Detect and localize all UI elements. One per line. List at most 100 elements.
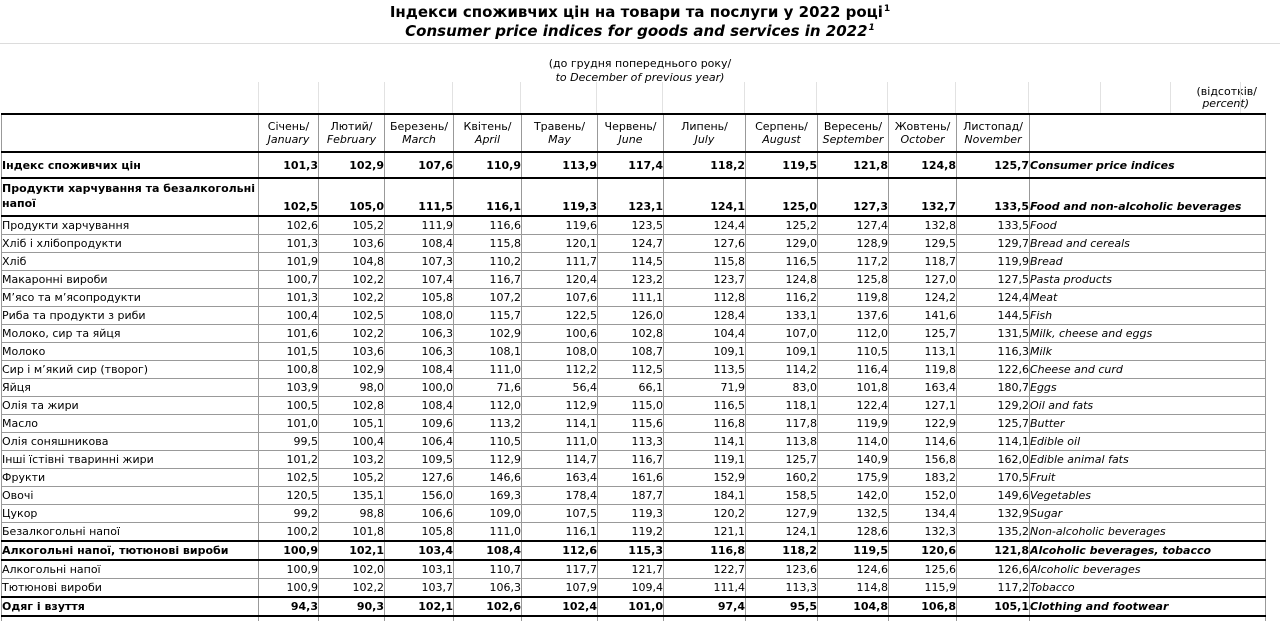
row-label-uk: М’ясо та м’ясопродукти xyxy=(1,288,259,307)
cell-value: 100,9 xyxy=(258,578,319,598)
cell-value: 100,9 xyxy=(258,559,319,579)
cell-value: 169,3 xyxy=(453,486,522,505)
cell-value: 124,2 xyxy=(888,288,957,307)
cell-value: 124,4 xyxy=(956,288,1030,307)
cell-value: 127,6 xyxy=(663,234,746,253)
cell-value: 104,8 xyxy=(318,252,385,271)
cell-value: 133,5 xyxy=(956,215,1030,235)
cell-value: 111,4 xyxy=(663,578,746,598)
cell-value: 120,1 xyxy=(521,234,598,253)
cell-value: 129,7 xyxy=(956,234,1030,253)
row-label-en: Edible animal fats xyxy=(1029,450,1266,469)
cell-value: 112,9 xyxy=(453,450,522,469)
cell-value: 121,7 xyxy=(597,559,664,579)
cell-value: 127,4 xyxy=(817,215,889,235)
cell-value: 102,6 xyxy=(258,215,319,235)
row-label-uk: Безалкогольні напої xyxy=(1,522,259,542)
cell-value: 140,9 xyxy=(817,450,889,469)
cell-value: 102,3 xyxy=(384,615,454,621)
column-header-en: October xyxy=(900,133,945,146)
cell-value: 110,7 xyxy=(453,559,522,579)
sheet-gridline xyxy=(744,82,745,113)
cell-value: 120,2 xyxy=(663,504,746,523)
table-row: Олія та жири 100,5 102,8 108,4 112,0 112,9 115… xyxy=(1,396,1266,415)
page-title-uk: Індекси споживчих цін на товари та послу… xyxy=(0,3,1280,21)
cell-value: 124,4 xyxy=(663,215,746,235)
cell-value: 119,5 xyxy=(745,151,818,179)
cell-value: 127,6 xyxy=(384,468,454,487)
cell-value: 123,7 xyxy=(663,270,746,289)
row-label-en: Bread and cereals xyxy=(1029,234,1266,253)
unit-note-en: percent) xyxy=(1202,97,1249,110)
cell-value: 83,0 xyxy=(745,378,818,397)
row-label-uk: Риба та продукти з риби xyxy=(1,306,259,325)
cell-value: 108,4 xyxy=(384,360,454,379)
cell-value: 102,6 xyxy=(453,596,522,617)
cell-value: 121,8 xyxy=(817,151,889,179)
cell-value: 133,5 xyxy=(956,177,1030,217)
cell-value: 106,8 xyxy=(888,596,957,617)
cell-value: 105,8 xyxy=(384,288,454,307)
cell-value: 132,8 xyxy=(888,215,957,235)
column-header-en: June xyxy=(618,133,643,146)
cell-value: 178,4 xyxy=(521,486,598,505)
footnote-marker: 1 xyxy=(883,4,891,14)
cell-value: 97,0 xyxy=(663,615,746,621)
table-row: Сир і м’який сир (творог) 100,8 102,9 108,4… xyxy=(1,360,1266,379)
cell-value: 114,0 xyxy=(817,432,889,451)
cell-value: 175,9 xyxy=(817,468,889,487)
row-label-uk: Яйця xyxy=(1,378,259,397)
row-label-uk: Одяг і взуття xyxy=(1,596,259,617)
cell-value: 113,8 xyxy=(745,432,818,451)
cell-value: 109,1 xyxy=(745,342,818,361)
row-label-uk: Одяг xyxy=(1,615,259,621)
sheet-gridline xyxy=(1100,82,1101,113)
row-label-uk: Молоко, сир та яйця xyxy=(1,324,259,343)
cell-value: 112,0 xyxy=(453,396,522,415)
table-row: Безалкогольні напої 100,2 101,8 105,8 111,0 1… xyxy=(1,522,1266,542)
cell-value: 144,5 xyxy=(956,306,1030,325)
table-row: Індекс споживчих цін 101,3 102,9 107,6 110,9… xyxy=(1,151,1266,179)
cell-value: 101,3 xyxy=(258,288,319,307)
cell-value: 126,6 xyxy=(956,559,1030,579)
cell-value: 152,9 xyxy=(663,468,746,487)
table-row: Хліб і хлібопродукти 101,3 103,6 108,4 115,8… xyxy=(1,234,1266,253)
column-header-en: September xyxy=(822,133,884,146)
cell-value: 101,6 xyxy=(258,324,319,343)
cell-value: 112,9 xyxy=(521,396,598,415)
cell-value: 121,8 xyxy=(956,540,1030,561)
column-header-uk: Серпень/ xyxy=(755,120,808,133)
cell-value: 105,1 xyxy=(956,596,1030,617)
cell-value: 124,1 xyxy=(745,522,818,542)
cell-value: 163,4 xyxy=(888,378,957,397)
column-header-february: Лютий/February xyxy=(318,113,385,153)
table-row: Інші їстівні тваринні жири 101,2 103,2 109,… xyxy=(1,450,1266,469)
cell-value: 107,0 xyxy=(745,324,818,343)
cell-value: 103,6 xyxy=(318,234,385,253)
table-row: Алкогольні напої, тютюнові вироби 100,9 10… xyxy=(1,540,1266,561)
cell-value: 114,1 xyxy=(521,414,598,433)
table-row: М’ясо та м’ясопродукти 101,3 102,2 105,8 107… xyxy=(1,288,1266,307)
cell-value: 100,7 xyxy=(258,270,319,289)
cell-value: 120,6 xyxy=(888,540,957,561)
cell-value: 118,2 xyxy=(663,151,746,179)
cell-value: 187,7 xyxy=(597,486,664,505)
cell-value: 102,8 xyxy=(597,324,664,343)
cell-value: 104,8 xyxy=(817,596,889,617)
cell-value: 119,9 xyxy=(956,252,1030,271)
cell-value: 126,0 xyxy=(597,306,664,325)
column-header-march: Березень/March xyxy=(384,113,454,153)
cell-value: 103,9 xyxy=(258,378,319,397)
column-header-june: Червень/June xyxy=(597,113,664,153)
cell-value: 124,1 xyxy=(663,177,746,217)
cell-value: 90,2 xyxy=(318,615,385,621)
cell-value: 124,8 xyxy=(745,270,818,289)
cell-value: 114,5 xyxy=(597,252,664,271)
cell-value: 156,0 xyxy=(384,486,454,505)
row-label-en: Food xyxy=(1029,215,1266,235)
cell-value: 132,9 xyxy=(956,504,1030,523)
column-header-october: Жовтень/October xyxy=(888,113,957,153)
row-label-en: Eggs xyxy=(1029,378,1266,397)
cell-value: 102,5 xyxy=(318,306,385,325)
cell-value: 113,2 xyxy=(453,414,522,433)
